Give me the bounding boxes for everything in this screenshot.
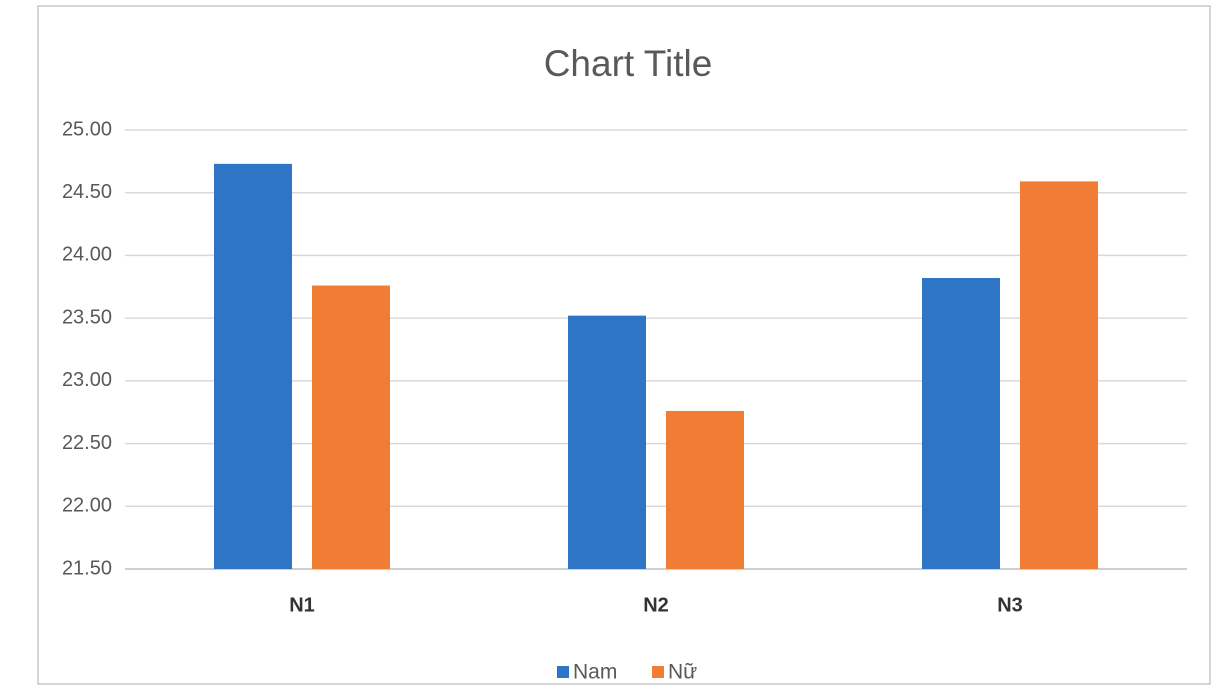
legend-label: Nam bbox=[573, 661, 617, 684]
y-tick-label: 22.50 bbox=[62, 432, 112, 454]
y-tick-label: 25.00 bbox=[62, 118, 112, 140]
x-tick-label: N3 bbox=[997, 594, 1023, 616]
x-tick-label: N1 bbox=[289, 594, 315, 616]
chart-title: Chart Title bbox=[544, 43, 713, 84]
bar bbox=[568, 315, 646, 569]
legend-swatch bbox=[652, 666, 664, 678]
bar bbox=[312, 285, 390, 569]
bar bbox=[1020, 181, 1098, 569]
bar bbox=[666, 410, 744, 569]
y-tick-label: 22.00 bbox=[62, 495, 112, 517]
y-tick-label: 23.50 bbox=[62, 306, 112, 328]
legend-swatch bbox=[557, 666, 569, 678]
x-tick-label: N2 bbox=[643, 594, 669, 616]
y-tick-label: 23.00 bbox=[62, 369, 112, 391]
bar bbox=[214, 163, 292, 569]
bar bbox=[922, 278, 1000, 569]
y-tick-label: 24.50 bbox=[62, 181, 112, 203]
y-tick-label: 21.50 bbox=[62, 557, 112, 579]
y-tick-label: 24.00 bbox=[62, 244, 112, 266]
legend-label: Nữ bbox=[668, 661, 697, 684]
